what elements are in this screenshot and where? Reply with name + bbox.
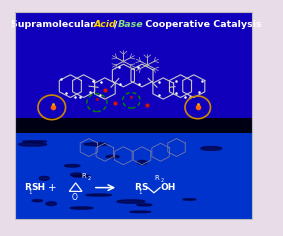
- Ellipse shape: [46, 202, 57, 206]
- Ellipse shape: [137, 204, 152, 206]
- Ellipse shape: [106, 155, 119, 158]
- Ellipse shape: [71, 173, 83, 177]
- Ellipse shape: [73, 175, 90, 177]
- Text: Supramolecular: Supramolecular: [11, 20, 98, 29]
- Text: Cooperative Catalysis: Cooperative Catalysis: [142, 20, 261, 29]
- Ellipse shape: [65, 164, 80, 167]
- Ellipse shape: [19, 143, 47, 146]
- Text: Base: Base: [118, 20, 143, 29]
- Ellipse shape: [22, 141, 47, 142]
- Text: /: /: [115, 20, 118, 29]
- Ellipse shape: [39, 176, 49, 180]
- Ellipse shape: [183, 199, 196, 200]
- FancyBboxPatch shape: [15, 118, 252, 133]
- Text: R: R: [24, 183, 31, 192]
- Text: 2: 2: [88, 176, 91, 181]
- Text: O: O: [72, 193, 78, 202]
- Text: 1: 1: [29, 190, 32, 195]
- Ellipse shape: [137, 160, 147, 164]
- Ellipse shape: [130, 211, 151, 213]
- Text: R: R: [155, 175, 160, 181]
- Ellipse shape: [201, 147, 222, 150]
- FancyBboxPatch shape: [15, 12, 252, 122]
- FancyBboxPatch shape: [15, 122, 252, 219]
- Text: 2: 2: [160, 177, 164, 183]
- Ellipse shape: [84, 143, 108, 146]
- Ellipse shape: [86, 194, 112, 196]
- Ellipse shape: [32, 200, 43, 202]
- Text: 1: 1: [139, 190, 142, 195]
- Text: Acid: Acid: [93, 20, 116, 29]
- Text: +: +: [48, 183, 57, 193]
- Text: S: S: [141, 183, 148, 192]
- Text: R: R: [82, 173, 86, 179]
- Text: SH: SH: [31, 183, 45, 192]
- Text: R: R: [134, 183, 141, 192]
- Ellipse shape: [117, 200, 145, 203]
- Text: OH: OH: [160, 183, 176, 192]
- Ellipse shape: [70, 207, 93, 209]
